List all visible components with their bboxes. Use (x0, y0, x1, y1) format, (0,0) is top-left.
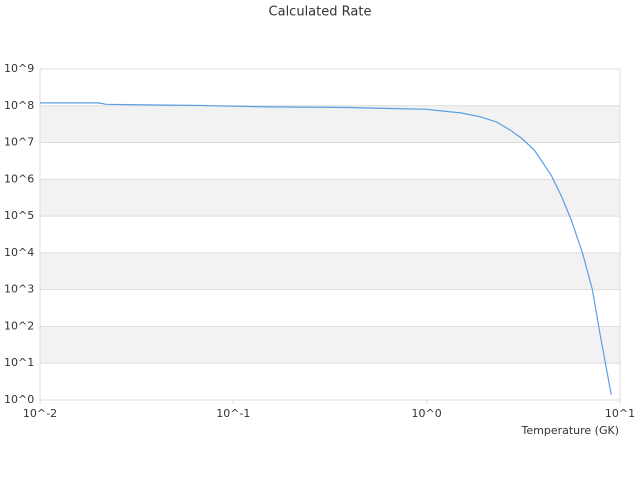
y-tick-label: 10^4 (4, 246, 34, 259)
y-tick-label: 10^7 (4, 136, 34, 149)
y-tick-label: 10^1 (4, 356, 34, 369)
y-tick-label: 10^2 (4, 319, 34, 332)
grid-band (40, 105, 620, 143)
y-tick-label: 10^0 (4, 393, 34, 406)
grid-band (40, 326, 620, 364)
grid-band (40, 252, 620, 290)
x-tick-label: 10^-1 (216, 407, 250, 420)
grid-band (40, 179, 620, 217)
y-tick-label: 10^8 (4, 99, 34, 112)
y-tick-label: 10^5 (4, 209, 34, 222)
x-axis-label: Temperature (GK) (521, 424, 620, 437)
chart-title: Calculated Rate (269, 5, 372, 20)
y-tick-label: 10^9 (4, 62, 34, 75)
x-tick-label: 10^0 (412, 407, 442, 420)
x-tick-label: 10^-2 (23, 407, 57, 420)
plot-background (40, 105, 620, 364)
y-tick-label: 10^6 (4, 172, 34, 185)
y-tick-label: 10^3 (4, 283, 34, 296)
x-tick-label: 10^1 (605, 407, 635, 420)
data-line (40, 102, 612, 395)
